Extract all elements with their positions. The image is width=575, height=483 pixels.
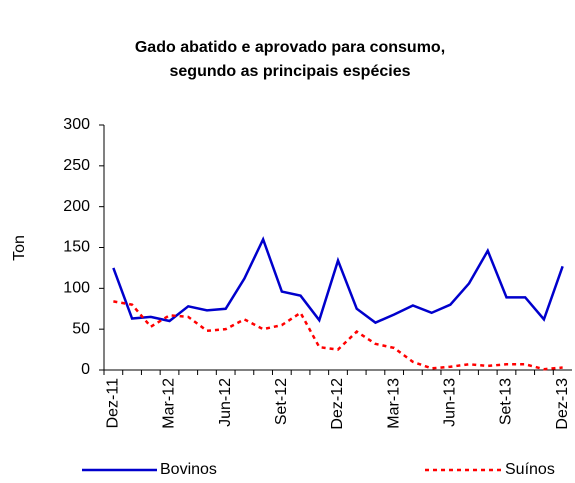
x-tick-label: Dez-13 bbox=[554, 378, 571, 430]
y-tick-label: 250 bbox=[63, 157, 90, 174]
y-tick-label: 50 bbox=[72, 320, 90, 337]
x-tick-label: Dez-12 bbox=[329, 378, 346, 430]
line-series bbox=[113, 300, 563, 371]
y-tick-label: 300 bbox=[63, 116, 90, 133]
chart-title: Gado abatido e aprovado para consumo, bbox=[135, 39, 445, 56]
x-tick-label: Jun-13 bbox=[442, 378, 459, 427]
line-series bbox=[112, 236, 564, 325]
y-tick-label: 0 bbox=[81, 361, 90, 378]
x-tick-label: Mar-13 bbox=[385, 378, 402, 429]
legend-label: Bovinos bbox=[160, 461, 217, 478]
x-tick-label: Set-12 bbox=[273, 378, 290, 425]
y-tick-label: 200 bbox=[63, 198, 90, 215]
x-tick-label: Jun-12 bbox=[217, 378, 234, 427]
x-tick-label: Dez-11 bbox=[105, 378, 122, 428]
y-tick-label: 100 bbox=[63, 280, 90, 297]
x-tick-label: Set-13 bbox=[498, 378, 515, 425]
y-tick-label: 150 bbox=[63, 239, 90, 256]
y-axis-label: Ton bbox=[11, 235, 28, 261]
x-tick-label: Mar-12 bbox=[161, 378, 178, 429]
chart-subtitle: segundo as principais espécies bbox=[170, 63, 411, 80]
legend-label: Suínos bbox=[505, 461, 555, 478]
